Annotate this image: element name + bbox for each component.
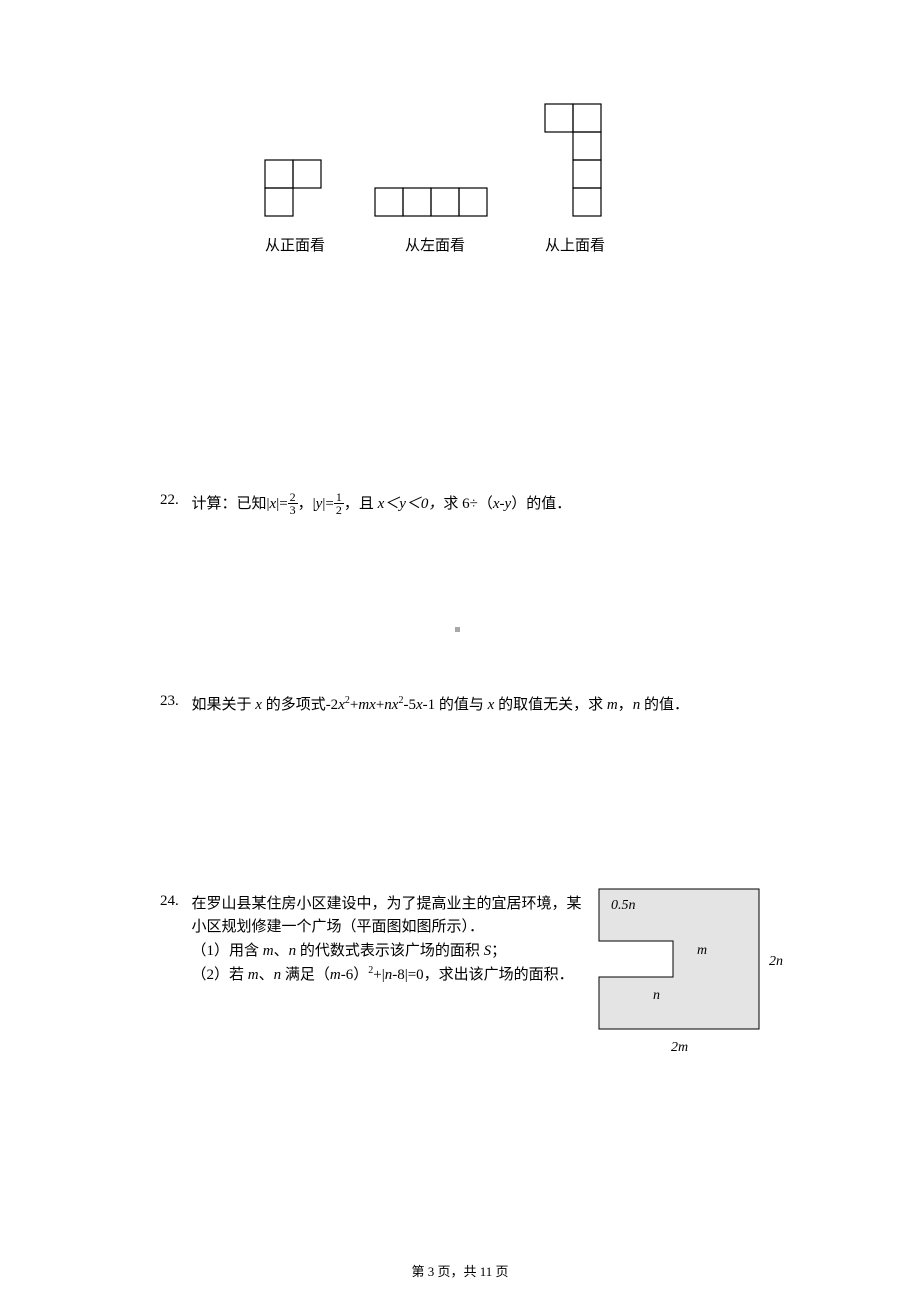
- center-dot: [455, 627, 460, 632]
- q23-body: 如果关于 x 的多项式-2x2+mx+nx2-5x-1 的值与 x 的取值无关，…: [192, 693, 762, 717]
- svg-text:2m: 2m: [671, 1040, 688, 1055]
- q23-t2: 的多项式-2: [262, 697, 338, 713]
- q23-x: x: [255, 697, 262, 713]
- q24-l2c: 的代数式表示该广场的面积: [296, 943, 484, 959]
- q23-p3: nx: [384, 697, 398, 713]
- q23-m: m: [607, 697, 618, 713]
- q24-l3m2: m: [330, 967, 341, 983]
- q24-l3c: 满足（: [281, 967, 330, 983]
- q24-l2n: n: [289, 943, 297, 959]
- footer-total: 11: [480, 1264, 493, 1279]
- three-views-row: 从正面看 从左面看 从上面看: [255, 60, 615, 255]
- q22-expr: x-y: [493, 496, 511, 512]
- front-view-label: 从正面看: [265, 234, 325, 255]
- question-23: 23. 如果关于 x 的多项式-2x2+mx+nx2-5x-1 的值与 x 的取…: [160, 693, 770, 717]
- q22-frac1: 23: [288, 491, 298, 516]
- q23-t3: -1 的值与: [423, 697, 488, 713]
- page-footer: 第 3 页，共 11 页: [0, 1261, 920, 1280]
- q24-l3e: +|: [373, 967, 384, 983]
- top-view-label: 从上面看: [545, 234, 605, 255]
- left-view: 从左面看: [365, 60, 505, 255]
- q23-p2: mx: [358, 697, 376, 713]
- page: 从正面看 从左面看 从上面看 22. 计算：已知|x|=23，|y|=12，且 …: [0, 0, 920, 1302]
- q22-frac1-den: 3: [288, 504, 298, 516]
- footer-mid: 页，共: [434, 1264, 480, 1279]
- q24-l2d: ；: [491, 943, 506, 959]
- front-view: 从正面看: [255, 60, 335, 255]
- svg-text:n: n: [653, 988, 660, 1003]
- q24-body: 在罗山县某住房小区建设中，为了提高业主的宜居环境，某小区规划修建一个广场（平面图…: [192, 893, 592, 987]
- q24-figure: 0.5n m 2n n 2m: [595, 885, 790, 1060]
- left-view-svg: [365, 60, 505, 220]
- q23-p1: x: [338, 697, 345, 713]
- question-22: 22. 计算：已知|x|=23，|y|=12，且 x＜y＜0，求 6÷（x-y）…: [160, 492, 770, 517]
- q23-minus1: -5: [403, 697, 416, 713]
- q24-l2a: （1）用含: [192, 943, 263, 959]
- left-view-label: 从左面看: [405, 234, 465, 255]
- q22-number: 22.: [160, 492, 188, 509]
- q24-l3b: 、: [259, 967, 274, 983]
- q22-frac2: 12: [334, 491, 344, 516]
- q23-t6: 的值．: [640, 697, 689, 713]
- q23-number: 23.: [160, 693, 188, 710]
- q22-text-4: |=: [322, 496, 333, 512]
- q24-l3a: （2）若: [192, 967, 248, 983]
- q24-number: 24.: [160, 893, 188, 910]
- q24-l2m: m: [263, 943, 274, 959]
- q24-l3f: -8|=0，求出该广场的面积．: [392, 967, 573, 983]
- q22-text-1: 计算：已知|: [192, 496, 270, 512]
- q24-figure-svg: 0.5n m 2n n 2m: [595, 885, 790, 1060]
- svg-text:2n: 2n: [769, 954, 783, 969]
- front-view-svg: [255, 60, 335, 220]
- q22-text-5: ，且: [344, 496, 378, 512]
- q24-l3n: n: [274, 967, 282, 983]
- q22-text-3: ，|: [298, 496, 316, 512]
- footer-prefix: 第: [411, 1264, 427, 1279]
- footer-suffix: 页: [492, 1264, 508, 1279]
- top-view: 从上面看: [535, 60, 615, 255]
- q22-text-7: ）的值．: [511, 496, 571, 512]
- q23-p4: x: [416, 697, 423, 713]
- q23-t4: 的取值无关，求: [494, 697, 607, 713]
- q24-l2b: 、: [274, 943, 289, 959]
- svg-text:m: m: [697, 943, 707, 958]
- q24-l3d: -6）: [341, 967, 369, 983]
- q22-body: 计算：已知|x|=23，|y|=12，且 x＜y＜0，求 6÷（x-y）的值．: [192, 492, 762, 517]
- q22-text-2: |=: [276, 496, 287, 512]
- q22-frac2-den: 2: [334, 504, 344, 516]
- q23-t5: ，: [618, 697, 633, 713]
- q22-text-6: 求 6÷（: [443, 496, 492, 512]
- q24-line1: 在罗山县某住房小区建设中，为了提高业主的宜居环境，某小区规划修建一个广场（平面图…: [192, 896, 582, 935]
- q22-ineq: x＜y＜0，: [378, 496, 444, 512]
- q24-l3m: m: [248, 967, 259, 983]
- svg-text:0.5n: 0.5n: [611, 898, 636, 913]
- top-view-svg: [535, 60, 615, 220]
- q23-t1: 如果关于: [192, 697, 256, 713]
